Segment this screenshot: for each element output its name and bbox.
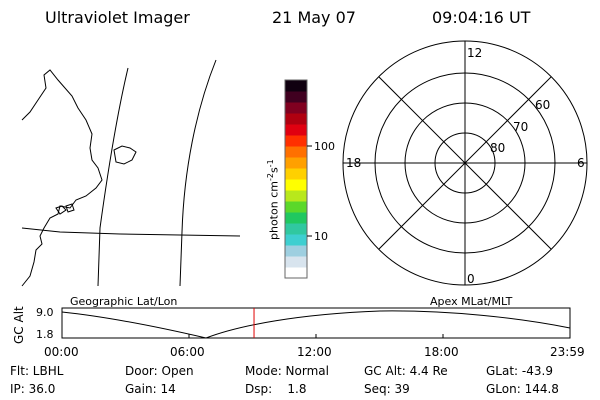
colorbar-segment [285,157,307,169]
polar-label-0: 0 [467,272,475,286]
polar-label-60: 60 [535,98,551,112]
colorbar-segment [285,267,307,279]
meridian-line [179,59,217,287]
colorbar-segment [285,234,307,246]
info-gain: Gain: 14 [125,382,176,396]
islet [55,205,67,215]
colorbar [285,80,307,279]
polar-label-70: 70 [513,120,529,134]
colorbar-segment [285,113,307,125]
colorbar-segment [285,212,307,224]
polar-label-12: 12 [467,46,483,60]
timeline-frame [61,307,571,339]
colorbar-segment [285,201,307,213]
colorbar-segment [285,223,307,235]
info-glon: GLon: 144.8 [486,382,559,396]
gc-alt-curve [61,310,571,339]
polar-label-6: 6 [577,156,585,170]
timeline-left-title: Geographic Lat/Lon [70,295,178,308]
colorbar-segment [285,91,307,103]
x-tick-label: 12:00 [297,345,332,359]
x-tick-label: 06:00 [170,345,205,359]
info-glat: GLat: -43.9 [486,364,553,378]
island [113,145,137,165]
latitude-line [21,227,241,237]
x-tick-label: 23:59 [550,345,585,359]
colorbar-tick-label-100: 100 [314,140,335,153]
timeline-panel [61,307,571,339]
x-tick-label: 18:00 [424,345,459,359]
timeline-y-top: 9.0 [36,306,54,319]
colorbar-segment [285,256,307,268]
colorbar-frame [284,79,308,279]
date-label: 21 May 07 [272,8,356,27]
instrument-title: Ultraviolet Imager [45,8,190,27]
colorbar-segment [285,124,307,136]
info-door: Door: Open [125,364,194,378]
x-tick-marks [61,334,571,338]
polar-plot [342,40,588,286]
colorbar-segment [285,179,307,191]
geographic-map [21,59,241,287]
polar-label-80: 80 [490,141,506,155]
x-tick-label: 00:00 [44,345,79,359]
colorbar-segment [285,245,307,257]
info-filter: Flt: LBHL [10,364,64,378]
info-mode: Mode: Normal [245,364,329,378]
colorbar-segment [285,135,307,147]
timeline-y-bottom: 1.8 [36,328,54,341]
colorbar-segment [285,102,307,114]
polar-diagonal [378,76,552,250]
info-dsp: Dsp: 1.8 [245,382,307,396]
colorbar-segment [285,146,307,158]
info-gc-alt: GC Alt: 4.4 Re [364,364,448,378]
colorbar-segment [285,80,307,92]
time-label: 09:04:16 UT [432,8,531,27]
info-seq: Seq: 39 [364,382,410,396]
colorbar-segment [285,168,307,180]
meridian-line [97,67,129,287]
islet [65,203,75,213]
colorbar-tick-label-10: 10 [314,230,328,243]
coastline [21,69,103,287]
info-ip: IP: 36.0 [10,382,56,396]
timeline-right-title: Apex MLat/MLT [430,295,513,308]
polar-label-18: 18 [346,156,362,170]
colorbar-segment [285,190,307,202]
timeline-ylabel: GC Alt [12,306,26,344]
colorbar-unit-label: photon cm-2s-1 [266,159,281,240]
